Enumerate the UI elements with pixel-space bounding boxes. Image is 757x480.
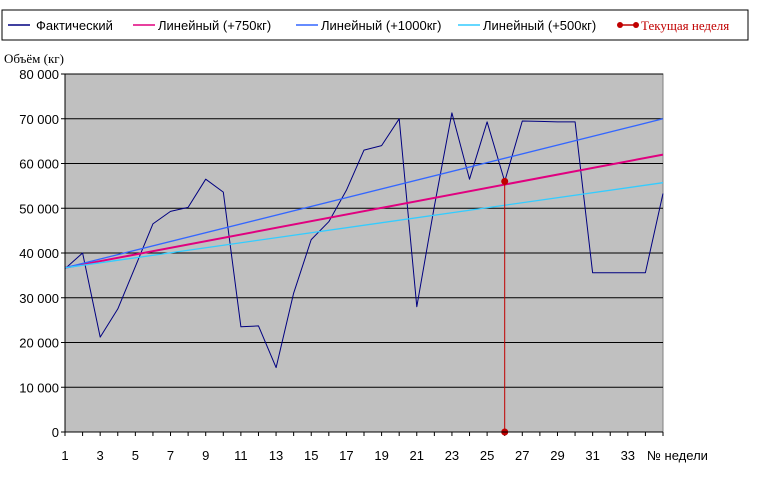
x-tick-label: 33: [621, 448, 635, 463]
legend-label-linear-750: Линейный (+750кг): [158, 18, 271, 33]
y-tick-label: 0: [52, 425, 59, 440]
x-tick-label: 27: [515, 448, 529, 463]
y-tick-label: 20 000: [19, 336, 59, 351]
x-tick-label: 7: [167, 448, 174, 463]
series-linear-500: [64, 182, 664, 269]
y-tick-label: 80 000: [19, 67, 59, 82]
x-tick-label: 17: [339, 448, 353, 463]
y-tick-label: 40 000: [19, 246, 59, 261]
series-layer: [64, 112, 664, 436]
x-tick-label: 23: [445, 448, 459, 463]
y-axis-title: Объём (кг): [4, 51, 64, 66]
y-tick-label: 50 000: [19, 201, 59, 216]
gridlines: [65, 73, 663, 388]
x-tick-label: 5: [132, 448, 139, 463]
x-axis-title: № недели: [647, 448, 708, 463]
x-tick-label: 9: [202, 448, 209, 463]
series-linear-750: [64, 153, 664, 269]
x-tick-label: 1: [61, 448, 68, 463]
x-tick-label: 11: [234, 448, 248, 463]
y-axis-ticks: 0 10 000 20 000 30 000 40 000 50 000 60 000 70 …: [19, 67, 65, 440]
current-week-marker: [501, 177, 509, 185]
y-tick-label: 10 000: [19, 380, 59, 395]
y-tick-label: 30 000: [19, 291, 59, 306]
x-tick-label: 3: [97, 448, 104, 463]
series-linear-1000: [64, 118, 664, 269]
series-actual: [64, 112, 664, 369]
x-tick-label: 13: [269, 448, 283, 463]
y-tick-label: 60 000: [19, 157, 59, 172]
x-tick-label: 31: [585, 448, 599, 463]
y-tick-label: 70 000: [19, 112, 59, 127]
x-tick-label: 25: [480, 448, 494, 463]
x-tick-label: 29: [550, 448, 564, 463]
x-tick-label: 21: [410, 448, 424, 463]
x-tick-label: 19: [374, 448, 388, 463]
legend: Фактический Линейный (+750кг) Линейный (…: [1, 9, 749, 41]
x-axis-ticks: 1 3 5 7 9 11 13 15 17 19 21 23 25 27 29 31 33: [61, 432, 664, 463]
legend-label-current-week: Текущая неделя: [641, 18, 729, 33]
legend-marker-current-week-a: [617, 22, 623, 28]
legend-marker-current-week-b: [633, 22, 639, 28]
x-tick-label: 15: [304, 448, 318, 463]
legend-label-linear-1000: Линейный (+1000кг): [321, 18, 441, 33]
legend-label-actual: Фактический: [36, 18, 113, 33]
legend-label-linear-500: Линейный (+500кг): [483, 18, 596, 33]
